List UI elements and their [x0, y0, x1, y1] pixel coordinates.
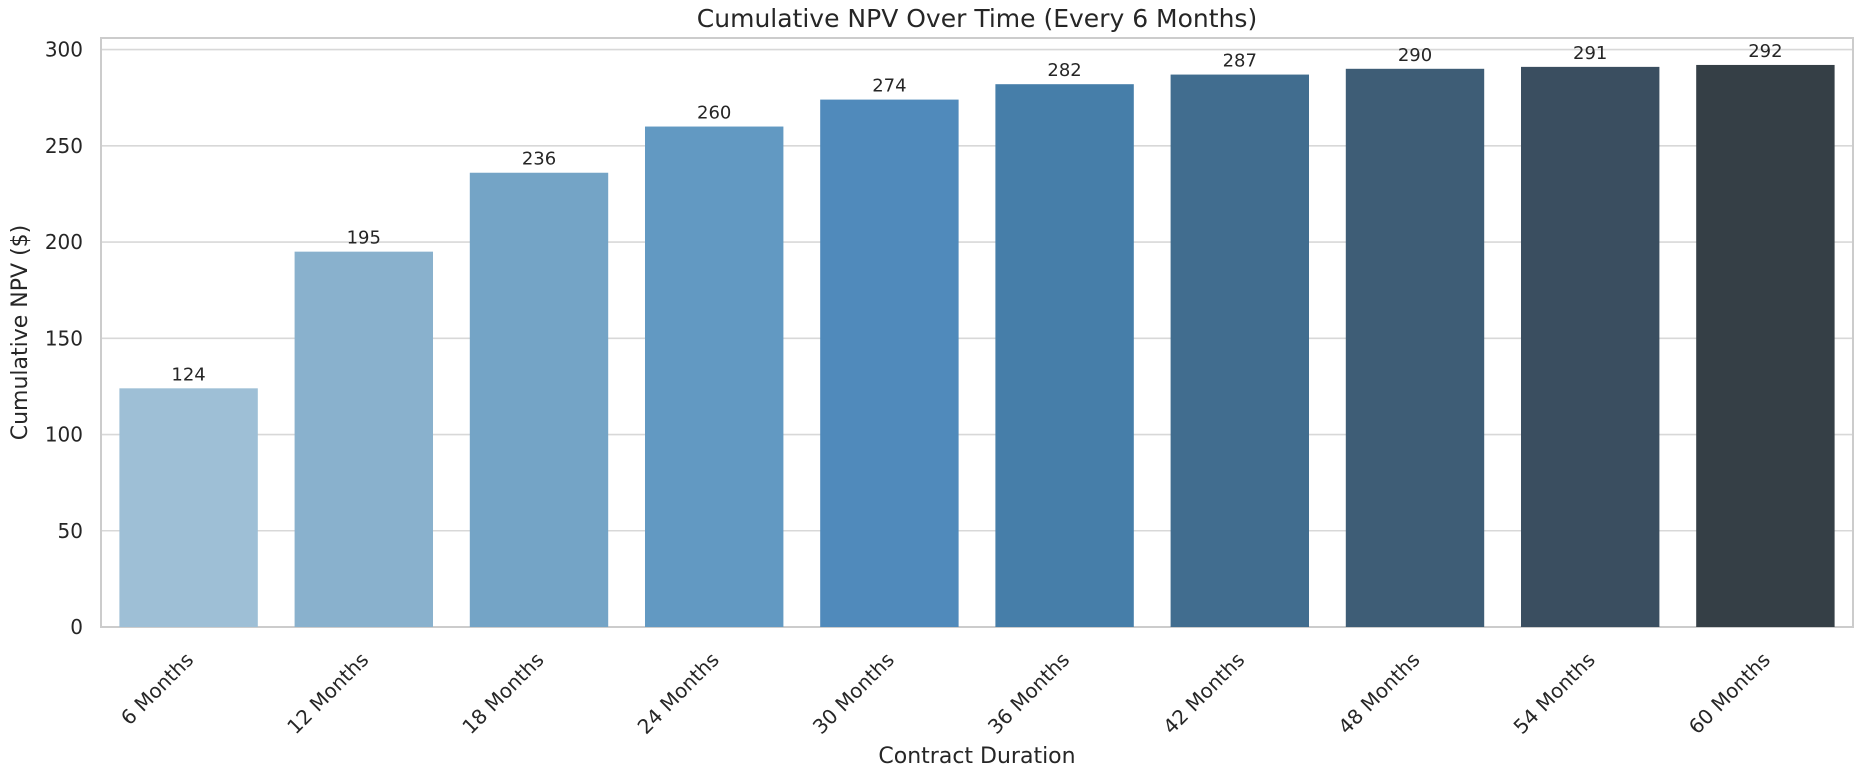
y-tick-label: 250 — [45, 134, 83, 158]
y-axis-ticks: 0 50 100 150 200 250 300 — [45, 38, 83, 639]
bar-6-months — [119, 388, 258, 627]
x-tick-label: 42 Months — [1158, 648, 1249, 739]
x-tick-label: 6 Months — [116, 648, 198, 730]
bars-layer — [119, 64, 1835, 628]
bar-value-label: 282 — [1047, 60, 1081, 81]
bar-value-label: 292 — [1748, 41, 1782, 62]
x-tick-label: 30 Months — [808, 648, 899, 739]
bar-18-months — [469, 172, 609, 627]
bar-42-months — [1170, 74, 1310, 627]
plot-frame — [100, 37, 1854, 628]
y-tick-label: 200 — [45, 230, 83, 254]
bar-36-months — [995, 84, 1134, 628]
bar-value-label: 260 — [697, 103, 731, 124]
bar-12-months — [294, 251, 434, 627]
y-tick-label: 300 — [45, 38, 83, 62]
bar-value-label: 291 — [1573, 43, 1607, 64]
y-tick-label: 0 — [70, 615, 83, 639]
y-axis-title: Cumulative NPV ($) — [8, 225, 33, 441]
bar-value-label: 287 — [1223, 51, 1257, 72]
x-tick-label: 60 Months — [1684, 648, 1775, 739]
y-tick-label: 150 — [45, 326, 83, 350]
y-tick-label: 50 — [58, 519, 83, 543]
x-tick-label: 54 Months — [1509, 648, 1600, 739]
bar-value-label: 195 — [347, 228, 381, 249]
bar-labels-layer: 124 195 236 260 274 282 287 290 291 292 — [171, 41, 1782, 385]
x-tick-label: 48 Months — [1333, 648, 1424, 739]
x-tick-label: 24 Months — [633, 648, 724, 739]
x-tick-label: 18 Months — [457, 648, 548, 739]
bar-24-months — [644, 126, 784, 627]
bar-value-label: 274 — [872, 76, 906, 97]
chart-title: Cumulative NPV Over Time (Every 6 Months… — [697, 4, 1257, 33]
x-axis-title: Contract Duration — [878, 744, 1075, 769]
bar-value-label: 236 — [522, 149, 556, 170]
bar-48-months — [1345, 68, 1485, 628]
y-tick-label: 100 — [45, 423, 83, 447]
bar-54-months — [1520, 66, 1660, 627]
bar-value-label: 290 — [1398, 45, 1432, 66]
bar-30-months — [820, 99, 959, 627]
bar-value-label: 124 — [171, 364, 205, 385]
x-axis-ticks: 6 Months 12 Months 18 Months 24 Months 30 Mo… — [116, 648, 1775, 739]
x-tick-label: 12 Months — [282, 648, 373, 739]
bar-60-months — [1696, 64, 1835, 628]
x-tick-label: 36 Months — [983, 648, 1074, 739]
